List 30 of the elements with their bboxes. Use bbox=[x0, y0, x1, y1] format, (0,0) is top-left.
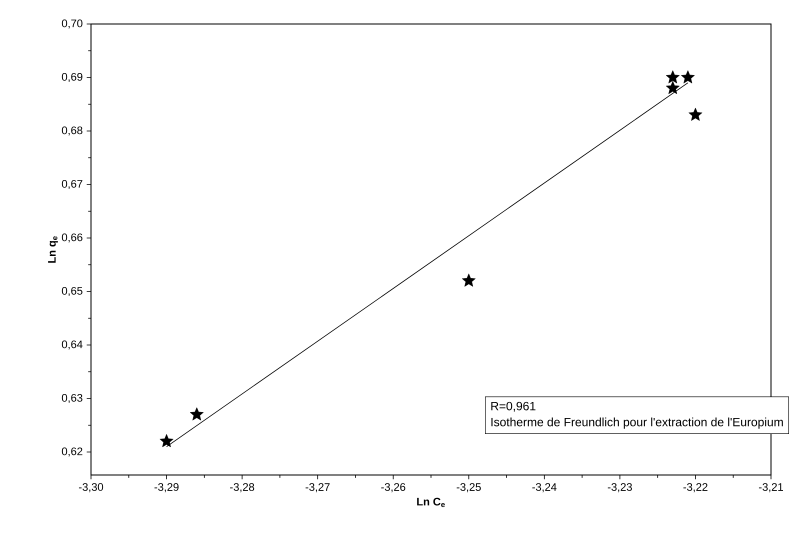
x-tick-label: -3,29 bbox=[154, 483, 179, 492]
y-tick-label: 0,63 bbox=[62, 394, 82, 404]
annotation: Isotherme de Freundlich pour l'extraction de l'Europium bbox=[491, 418, 783, 429]
point bbox=[681, 70, 695, 84]
y-tick-label: 0,70 bbox=[62, 19, 82, 29]
y-tick-label: 0,68 bbox=[62, 126, 82, 136]
point bbox=[190, 407, 204, 420]
x-tick-label: -3,30 bbox=[78, 483, 104, 492]
annotation: R=0,961 bbox=[491, 402, 536, 412]
y-tick-label: 0,62 bbox=[62, 447, 82, 457]
point bbox=[688, 108, 702, 121]
y-tick-label: 0,67 bbox=[62, 180, 82, 190]
x-tick-label: -3,21 bbox=[758, 483, 784, 492]
text: Ln q$_{e}$ bbox=[48, 236, 58, 263]
x-tick-label: -3,22 bbox=[683, 483, 708, 492]
text: Ln C$_{e}$ bbox=[417, 498, 445, 508]
x-tick-label: -3,23 bbox=[608, 483, 632, 492]
y-tick-label: 0,66 bbox=[62, 233, 82, 243]
x-tick-label: -3,25 bbox=[456, 483, 481, 492]
x-tick-label: -3,28 bbox=[230, 483, 254, 492]
y-tick-label: 0,65 bbox=[62, 286, 82, 296]
y-tick-label: 0,69 bbox=[62, 72, 82, 82]
x-tick-label: -3,27 bbox=[306, 483, 330, 492]
point bbox=[160, 434, 174, 448]
x-tick-label: -3,24 bbox=[532, 483, 557, 492]
point bbox=[666, 81, 680, 94]
x-tick-label: -3,26 bbox=[381, 483, 406, 492]
point bbox=[666, 70, 680, 84]
y-tick-label: 0,64 bbox=[62, 340, 83, 350]
point bbox=[462, 274, 476, 287]
